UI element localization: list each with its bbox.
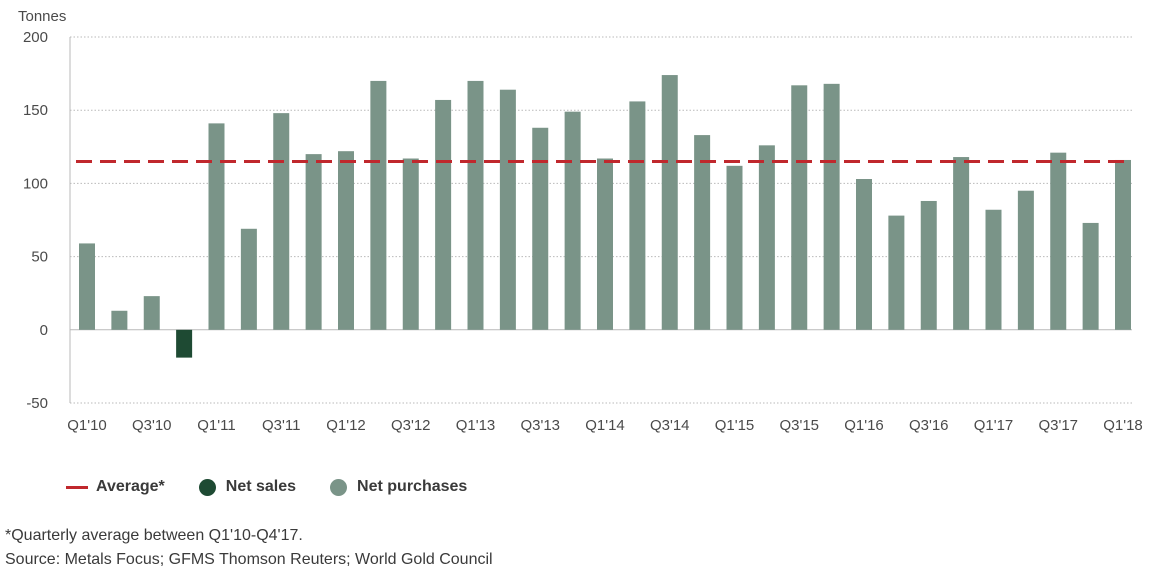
y-tick-label: 150 <box>23 102 48 119</box>
y-axis-label: Tonnes <box>18 8 66 25</box>
x-tick-label: Q1'12 <box>326 417 366 434</box>
x-tick-label: Q1'18 <box>1103 417 1143 434</box>
bar-net-purchases <box>273 113 290 330</box>
net-purchases-swatch <box>330 478 348 496</box>
bar-net-purchases <box>791 85 808 330</box>
bar-net-purchases <box>499 89 516 330</box>
x-tick-label: Q3'10 <box>132 417 172 434</box>
x-tick-label: Q3'12 <box>391 417 431 434</box>
bar-net-purchases <box>240 228 257 330</box>
source-note: Source: Metals Focus; GFMS Thomson Reute… <box>5 551 493 568</box>
bar-net-purchases <box>920 200 937 330</box>
bar-net-purchases <box>370 80 387 330</box>
legend-item-net-sales: Net sales <box>198 478 297 496</box>
y-tick-label: 100 <box>23 175 48 192</box>
legend-average-label: Average* <box>96 478 165 495</box>
bar-net-purchases <box>694 135 711 330</box>
bar-net-purchases <box>629 101 646 330</box>
x-axis-ticks: Q1'10 Q3'10 Q1'11 Q3'11 Q1'12 Q3'12 Q1'13 Q3'13… <box>67 417 1143 434</box>
bar-net-purchases <box>985 209 1002 330</box>
bar-net-purchases <box>79 243 95 330</box>
x-tick-label: Q3'16 <box>909 417 949 434</box>
y-tick-label: 0 <box>40 322 48 339</box>
bar-net-purchases <box>726 165 743 330</box>
bar-net-purchases <box>111 310 128 330</box>
legend-item-net-purchases: Net purchases <box>330 478 467 496</box>
y-axis-ticks: 200 150 100 50 0 -50 <box>23 29 48 412</box>
x-tick-label: Q1'13 <box>456 417 496 434</box>
average-swatch <box>66 485 88 489</box>
x-tick-label: Q3'14 <box>650 417 690 434</box>
y-tick-label: 50 <box>31 249 48 266</box>
bar-net-purchases <box>532 127 549 330</box>
bar-net-purchases <box>467 80 484 330</box>
bar-net-purchases <box>564 111 581 330</box>
bar-net-purchases <box>338 151 354 330</box>
footnote: *Quarterly average between Q1'10-Q4'17. <box>5 527 303 544</box>
bar-net-purchases <box>856 179 872 330</box>
bar-net-purchases <box>143 296 160 330</box>
legend: Average* Net sales Net purchases <box>66 478 501 496</box>
bar-net-purchases <box>208 123 225 330</box>
bars <box>79 75 1131 358</box>
bar-net-purchases <box>402 158 419 330</box>
bar-net-purchases <box>435 99 452 330</box>
bar-net-purchases <box>953 157 970 330</box>
x-tick-label: Q1'11 <box>197 417 235 434</box>
bar-net-purchases <box>1115 159 1131 330</box>
bar-net-purchases <box>1082 222 1099 330</box>
bar-net-purchases <box>661 75 678 330</box>
bar-net-sales <box>176 329 193 358</box>
x-tick-label: Q3'11 <box>262 417 300 434</box>
legend-item-average: Average* <box>66 478 165 496</box>
bar-net-purchases <box>305 154 322 330</box>
bar-net-purchases <box>758 145 775 330</box>
x-tick-label: Q1'16 <box>844 417 884 434</box>
legend-net-sales-label: Net sales <box>225 478 297 495</box>
bar-net-purchases <box>1050 152 1067 330</box>
x-tick-label: Q1'14 <box>585 417 625 434</box>
x-tick-label: Q1'15 <box>715 417 755 434</box>
x-tick-label: Q1'10 <box>67 417 107 434</box>
chart: Tonnes 200 150 100 50 0 -50 Q1'10 Q3'10 Q1'11 Q3… <box>18 8 1143 434</box>
legend-net-purchases-label: Net purchases <box>357 478 468 495</box>
bar-net-purchases <box>823 83 840 330</box>
x-tick-label: Q3'17 <box>1038 417 1078 434</box>
y-tick-label: -50 <box>26 395 48 412</box>
bar-net-purchases <box>597 158 613 330</box>
bar-net-purchases <box>1017 190 1034 330</box>
bar-net-purchases <box>888 215 905 330</box>
y-tick-label: 200 <box>23 29 48 46</box>
x-tick-label: Q3'13 <box>520 417 560 434</box>
x-tick-label: Q1'17 <box>974 417 1014 434</box>
net-sales-swatch <box>198 478 216 496</box>
x-tick-label: Q3'15 <box>779 417 819 434</box>
